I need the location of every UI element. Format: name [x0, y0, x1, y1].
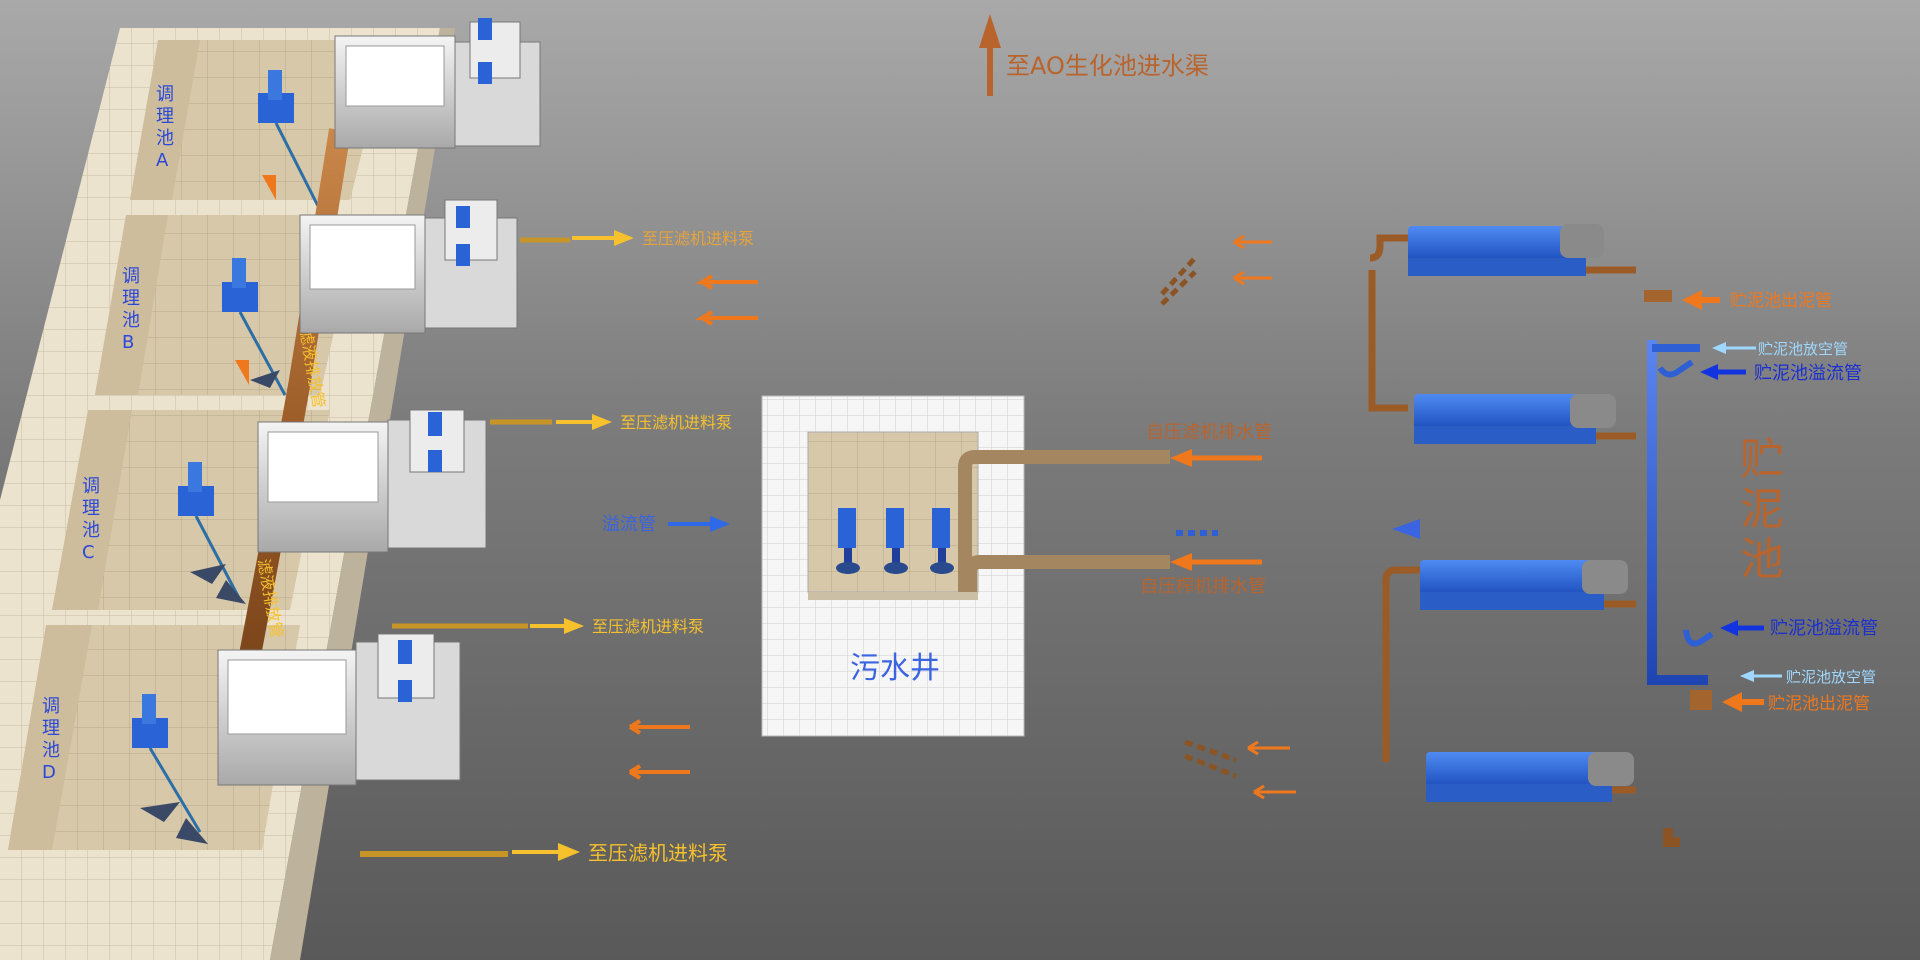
arrow-left-icon	[694, 310, 758, 326]
arrow-up-icon	[979, 14, 1001, 48]
submersible-pump	[930, 508, 954, 574]
screw-pump-icon	[1420, 560, 1604, 596]
filter-press-d	[217, 633, 461, 786]
mixer-icon	[222, 258, 287, 396]
mixer-icon	[132, 694, 208, 844]
tank-a-label: 调理池 A	[156, 84, 174, 171]
arrow-left-icon	[1740, 670, 1754, 682]
sludge-empty-top: 贮泥池放空管	[1712, 340, 1848, 358]
arrow-left-icon	[1682, 290, 1702, 310]
feed-pump-label-4: 至压滤机进料泵	[360, 841, 728, 865]
sludge-outlet-bottom: 贮泥池出泥管	[1722, 692, 1870, 714]
screw-pump-icon	[1426, 752, 1612, 788]
svg-text:至压滤机进料泵: 至压滤机进料泵	[592, 617, 704, 636]
svg-text:贮泥池放空管: 贮泥池放空管	[1758, 340, 1848, 358]
arrow-left-icon	[1722, 692, 1742, 712]
arrow-left-icon	[1233, 270, 1272, 286]
filter-press-b	[299, 199, 518, 334]
arrow-left-icon	[628, 764, 690, 780]
sludge-overflow-top: 贮泥池溢流管	[1700, 363, 1862, 384]
arrow-left-icon	[628, 719, 690, 735]
arrow-left-icon	[1712, 342, 1726, 354]
arrow-left-icon	[1170, 449, 1192, 467]
screw-pump-4	[1426, 752, 1636, 802]
filter-press-a	[334, 18, 541, 149]
self-press-drain-pipe: 自压滤机排水管	[958, 422, 1272, 592]
arrow-left-icon	[1720, 620, 1738, 636]
arrow-right-icon	[558, 843, 580, 861]
sewage-well-label: 污水井	[850, 651, 940, 686]
svg-text:贮泥池出泥管: 贮泥池出泥管	[1768, 694, 1870, 714]
sludge-header-pipe	[1617, 238, 1712, 847]
arrow-left-icon	[1392, 519, 1420, 539]
press-b-return-pipes	[515, 234, 1370, 326]
sludge-overflow-bottom: 贮泥池溢流管	[1720, 618, 1878, 639]
svg-text:贮泥池放空管: 贮泥池放空管	[1786, 668, 1876, 686]
arrow-left-icon	[1700, 364, 1718, 380]
screw-pump-icon	[1414, 394, 1596, 430]
svg-text:贮泥池溢流管: 贮泥池溢流管	[1754, 363, 1862, 384]
submersible-pump	[884, 508, 908, 574]
tank-b-label: 调理池 B	[122, 266, 140, 353]
sludge-tank-label: 贮泥池	[1740, 434, 1784, 585]
svg-text:自压滤机排水管: 自压滤机排水管	[1146, 422, 1272, 443]
screw-pump-1	[1368, 224, 1636, 412]
feed-pump-label-2: 至压滤机进料泵	[490, 413, 732, 432]
arrow-left-icon	[1247, 740, 1290, 756]
feed-pump-label-3: 至压滤机进料泵	[392, 617, 704, 636]
arrow-right-icon	[592, 414, 612, 430]
sludge-outlet-top: 贮泥池出泥管	[1682, 290, 1832, 311]
screw-pump-icon	[1408, 226, 1586, 262]
arrow-right-icon	[614, 230, 634, 246]
svg-text:贮泥池出泥管: 贮泥池出泥管	[1730, 291, 1832, 311]
filter-press-c	[257, 409, 487, 553]
sludge-tank-title: 贮泥池	[1740, 434, 1784, 585]
arrow-left-icon	[694, 274, 758, 290]
svg-text:自压榨机排水管: 自压榨机排水管	[1140, 576, 1266, 597]
svg-text:至压滤机进料泵: 至压滤机进料泵	[642, 229, 754, 248]
arrow-left-icon	[1233, 234, 1272, 250]
arrow-right-icon	[710, 516, 730, 532]
screw-pump-2	[1414, 394, 1636, 444]
svg-text:至压滤机进料泵: 至压滤机进料泵	[588, 841, 728, 865]
svg-text:至压滤机进料泵: 至压滤机进料泵	[620, 413, 732, 432]
sludge-empty-bottom: 贮泥池放空管	[1740, 668, 1876, 686]
feed-pump-label-1: 至压滤机进料泵	[520, 229, 754, 248]
ao-channel-label: 至AO生化池进水渠	[1006, 52, 1209, 80]
mixer-icon	[178, 462, 246, 604]
arrow-right-icon	[564, 618, 584, 634]
arrow-left-icon	[1170, 553, 1192, 571]
svg-text:贮泥池溢流管: 贮泥池溢流管	[1770, 618, 1878, 639]
ao-outlet-pipe: 至AO生化池进水渠	[840, 12, 1209, 512]
sludge-overflow-return-pipe	[970, 519, 1640, 539]
tank-d-label: 调理池 D	[42, 696, 60, 783]
mixer-icon	[258, 70, 322, 211]
submersible-pump	[836, 508, 860, 574]
overflow-pipe-label: 溢流管	[602, 514, 656, 535]
press-d-return-pipes	[455, 719, 1410, 800]
screw-pump-3	[1382, 560, 1636, 762]
press-drain-pipe: 自压榨机排水管	[963, 553, 1266, 597]
arrow-left-icon	[1253, 784, 1296, 800]
sludge-blue-pipes	[1647, 340, 1714, 685]
tank-c-label: 调理池 C	[82, 476, 100, 563]
